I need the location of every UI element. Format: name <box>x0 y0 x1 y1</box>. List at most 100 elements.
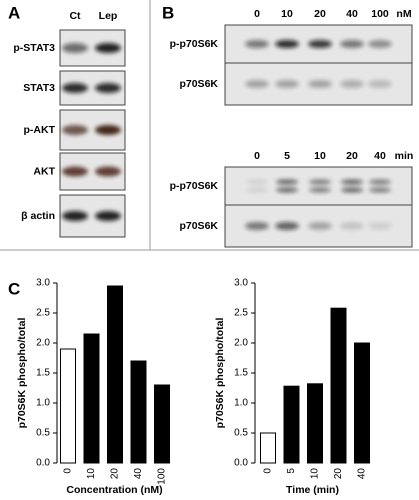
band <box>275 40 299 48</box>
row-label: p-p70S6K <box>170 38 219 50</box>
y-tick-label: 2.5 <box>36 308 50 319</box>
x-tick-label: 20 <box>333 468 344 480</box>
y-tick-label: 2.0 <box>36 338 50 349</box>
row-label: β actin <box>21 210 55 222</box>
band <box>275 80 299 88</box>
band <box>95 83 121 93</box>
band <box>308 80 332 88</box>
band <box>308 222 332 230</box>
y-tick-label: 2.0 <box>234 338 248 349</box>
y-tick-label: 0.0 <box>234 458 248 469</box>
row-label: AKT <box>33 165 55 177</box>
band <box>95 125 121 135</box>
band <box>341 179 363 185</box>
bar <box>130 360 147 464</box>
lane-label: 40 <box>374 150 386 162</box>
row-label: p-STAT3 <box>13 42 55 54</box>
y-tick-label: 1.0 <box>36 398 50 409</box>
y-tick-label: 1.5 <box>234 368 248 379</box>
bar <box>283 385 300 464</box>
band <box>275 222 299 230</box>
band <box>340 222 364 230</box>
lane-label: 0 <box>254 8 260 20</box>
column-label: Lep <box>99 10 118 22</box>
x-tick-label: 0 <box>263 468 274 474</box>
band <box>246 187 268 193</box>
band <box>245 40 269 48</box>
y-tick-label: 1.0 <box>234 398 248 409</box>
panel-label: B <box>162 3 174 22</box>
y-axis-label: p70S6K phospho/total <box>214 317 226 428</box>
row-label: STAT3 <box>23 82 55 94</box>
lane-label: 10 <box>281 8 293 20</box>
band <box>341 187 363 193</box>
y-tick-label: 1.5 <box>36 368 50 379</box>
band <box>95 211 121 221</box>
y-tick-label: 3.0 <box>234 278 248 289</box>
bar <box>260 432 276 464</box>
band <box>340 40 364 48</box>
x-tick-label: 10 <box>310 468 321 480</box>
lane-label: 0 <box>254 150 260 162</box>
y-tick-label: 0.5 <box>36 428 50 439</box>
band <box>95 166 121 177</box>
band <box>62 211 88 221</box>
band <box>368 40 392 48</box>
y-tick-label: 0.5 <box>234 428 248 439</box>
bar <box>83 333 100 464</box>
y-tick-label: 0.0 <box>36 458 50 469</box>
band <box>276 187 298 193</box>
band <box>369 187 391 193</box>
band <box>340 80 364 88</box>
x-tick-label: 40 <box>357 468 368 480</box>
lane-label: 10 <box>314 150 326 162</box>
row-label: p70S6K <box>179 78 218 90</box>
lane-label: 40 <box>346 8 358 20</box>
y-tick-label: 2.5 <box>234 308 248 319</box>
band <box>62 83 88 93</box>
x-tick-label: 5 <box>286 468 297 474</box>
bar <box>154 384 170 464</box>
column-label: Ct <box>69 10 81 22</box>
band <box>62 43 88 53</box>
lane-label: 20 <box>314 8 326 20</box>
band <box>62 125 88 135</box>
bar <box>107 285 123 464</box>
band <box>308 40 332 48</box>
y-axis-label: p70S6K phospho/total <box>16 317 28 428</box>
band <box>368 80 392 88</box>
unit-label: min <box>395 150 414 162</box>
panel-label: C <box>8 279 20 298</box>
x-axis-label: Concentration (nM) <box>66 484 162 496</box>
unit-label: nM <box>396 8 411 20</box>
x-tick-label: 10 <box>86 468 97 480</box>
x-tick-label: 20 <box>110 468 121 480</box>
panel-label: A <box>8 3 20 22</box>
row-label: p70S6K <box>179 220 218 232</box>
lane-label: 100 <box>371 8 389 20</box>
band <box>95 43 121 53</box>
band <box>245 80 269 88</box>
band <box>368 222 392 230</box>
x-tick-label: 40 <box>133 468 144 480</box>
band <box>246 179 268 185</box>
bar <box>354 342 370 464</box>
blot <box>224 166 413 206</box>
x-tick-label: 100 <box>157 468 168 485</box>
x-axis-label: Time (min) <box>286 484 339 496</box>
band <box>309 179 331 185</box>
lane-label: 5 <box>284 150 290 162</box>
x-tick-label: 0 <box>63 468 74 474</box>
row-label: p-AKT <box>24 124 56 136</box>
bar <box>330 307 347 464</box>
band <box>369 179 391 185</box>
row-label: p-p70S6K <box>170 180 219 192</box>
band <box>62 166 88 177</box>
band <box>309 187 331 193</box>
band <box>276 179 298 185</box>
band <box>245 222 269 230</box>
bar <box>60 348 76 464</box>
lane-label: 20 <box>346 150 358 162</box>
y-tick-label: 3.0 <box>36 278 50 289</box>
